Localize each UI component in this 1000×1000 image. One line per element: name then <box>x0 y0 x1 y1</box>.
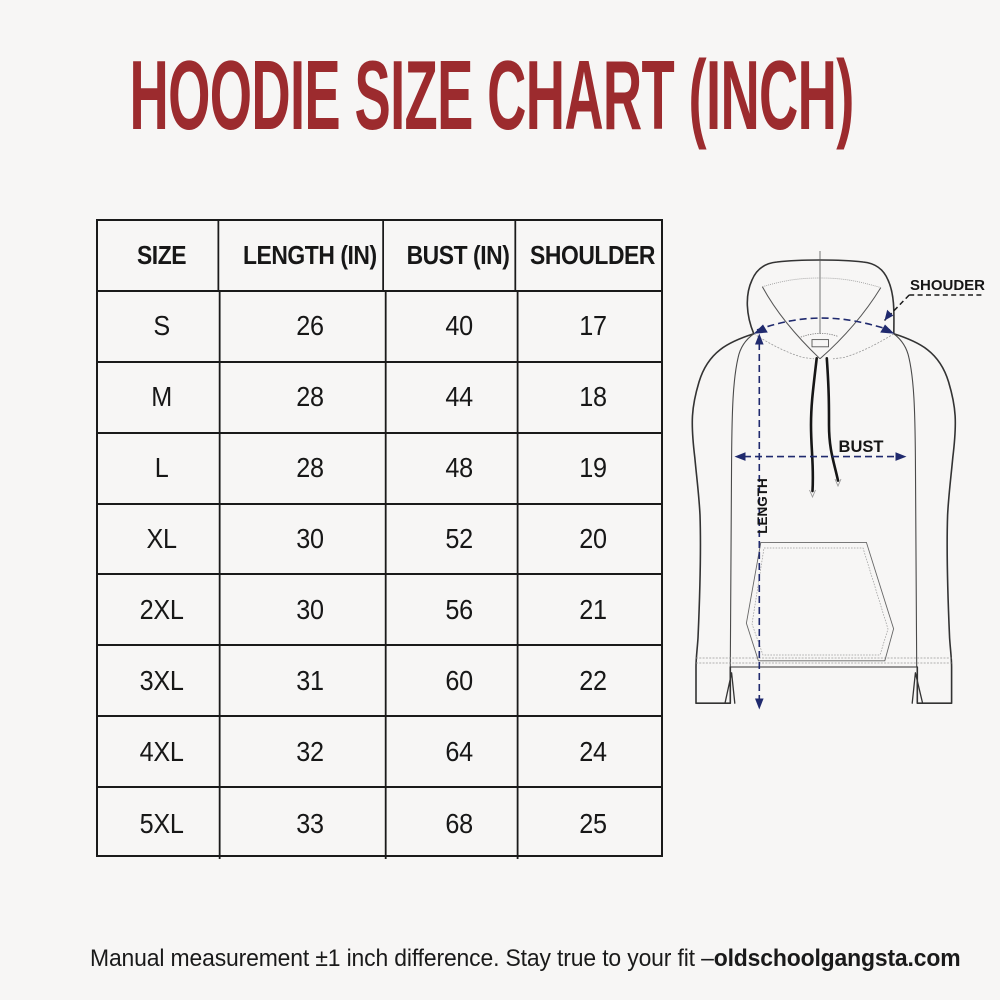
svg-text:LENGTH: LENGTH <box>755 478 770 534</box>
svg-text:BUST: BUST <box>839 438 884 456</box>
svg-text:SHOUDER: SHOUDER <box>910 277 985 294</box>
